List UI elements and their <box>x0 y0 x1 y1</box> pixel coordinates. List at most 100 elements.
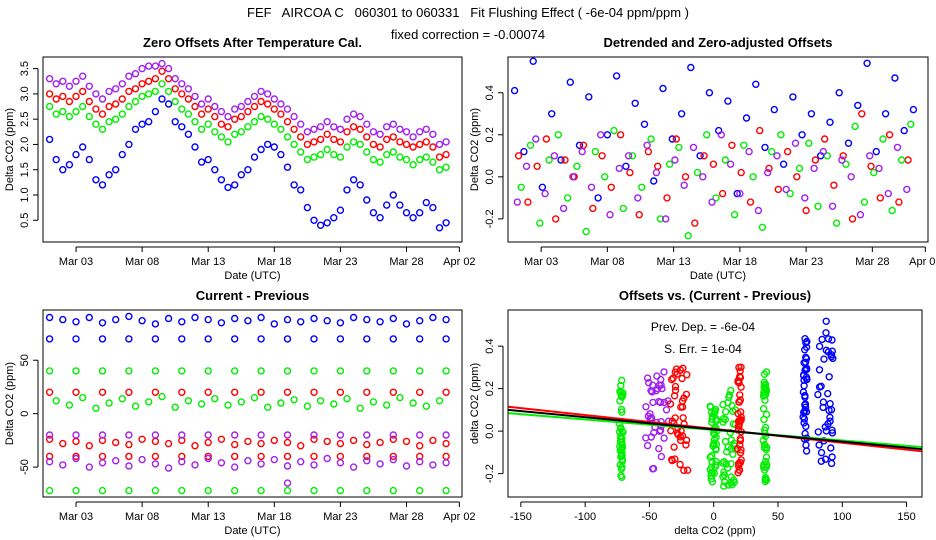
data-point-red-mid <box>442 439 450 448</box>
data-point-red <box>736 391 744 399</box>
data-point-red <box>682 441 690 449</box>
data-point-purple-mid <box>204 454 212 463</box>
chart-p4: Offsets vs. (Current - Previous) -150 -100… <box>469 288 923 537</box>
y-tick-label: 0.0 <box>484 169 496 184</box>
data-point-blue <box>78 143 87 151</box>
data-point-blue <box>204 155 212 164</box>
data-point-red <box>598 152 606 160</box>
x-axis: Mar 03 Mar 08 Mar 13 Mar 18 Mar 23 Mar 28 Apr … <box>59 246 476 282</box>
data-point-blue <box>807 110 816 118</box>
data-point-red <box>191 102 199 111</box>
data-point-red-mid <box>270 436 278 445</box>
data-point-green-upper <box>389 367 397 375</box>
data-point-green-lower <box>310 486 318 495</box>
data-point-purple <box>649 464 658 473</box>
data-point-blue <box>257 145 265 154</box>
data-point-green <box>723 464 732 472</box>
data-point-red <box>802 206 810 215</box>
data-point-blue-upper <box>151 320 160 328</box>
x-tick-label: -100 <box>574 511 596 523</box>
data-point-green <box>720 482 728 490</box>
data-point-green <box>721 437 730 446</box>
data-point-green <box>719 473 727 481</box>
data-point-purple <box>597 131 605 139</box>
data-point-red <box>138 80 146 88</box>
data-point-blue-upper <box>125 312 133 321</box>
data-point-purple <box>422 125 430 134</box>
data-point-blue <box>752 80 760 89</box>
data-point-red-lower <box>310 452 318 461</box>
data-point-green <box>429 158 437 166</box>
x-axis: Mar 03 Mar 08 Mar 13 Mar 18 Mar 23 Mar 28 Apr … <box>59 501 476 537</box>
data-point-purple <box>782 185 790 194</box>
data-point-purple-mid <box>323 454 331 463</box>
data-point-red <box>204 105 212 113</box>
data-point-blue-lower <box>230 335 239 343</box>
chart-title: Current - Previous <box>196 288 309 303</box>
data-point-green <box>389 148 397 156</box>
data-point-red <box>389 133 397 141</box>
data-point-purple-upper <box>283 431 292 439</box>
data-point-blue <box>799 388 808 396</box>
data-point-purple <box>343 115 351 123</box>
data-point-purple <box>541 189 549 198</box>
data-point-red <box>383 135 391 144</box>
data-point-purple-mid <box>416 458 424 466</box>
data-point-green <box>708 458 716 466</box>
data-point-purple <box>158 59 166 68</box>
data-point-red <box>679 414 687 422</box>
data-point-blue <box>817 457 825 465</box>
data-point-blue <box>349 176 358 184</box>
data-point-red <box>676 436 685 445</box>
plot-area <box>507 317 923 490</box>
data-point-purple <box>178 80 186 88</box>
data-point-blue <box>197 158 206 166</box>
data-point-green <box>283 133 292 141</box>
data-point-green-mid <box>184 397 193 405</box>
data-point-purple-upper <box>204 431 212 439</box>
data-point-purple-mid <box>191 461 199 469</box>
data-point-blue <box>820 355 828 363</box>
data-point-blue <box>363 196 371 204</box>
data-point-green <box>164 87 173 96</box>
data-point-red <box>678 374 686 383</box>
data-point-green <box>618 445 626 453</box>
data-point-green <box>727 460 735 468</box>
data-point-blue <box>881 110 890 118</box>
data-point-purple <box>745 147 753 156</box>
data-point-green <box>842 160 850 168</box>
data-point-blue-upper <box>336 319 345 327</box>
data-point-green-mid <box>264 403 272 411</box>
data-point-blue <box>612 72 621 80</box>
data-point-red <box>45 90 54 98</box>
data-point-green-mid <box>383 401 391 409</box>
data-point-purple <box>656 427 664 435</box>
data-point-red <box>561 156 569 164</box>
data-point-red <box>396 138 404 146</box>
data-point-green <box>832 219 841 227</box>
data-point-purple <box>643 374 652 382</box>
data-point-blue <box>383 201 391 209</box>
data-point-red-lower <box>125 452 133 461</box>
data-point-blue <box>800 359 808 367</box>
data-point-green <box>675 143 683 152</box>
data-point-green <box>712 433 720 441</box>
data-point-green-mid <box>105 399 113 407</box>
data-point-green <box>144 90 153 98</box>
x-tick-label: Apr 02 <box>909 256 936 268</box>
y-tick-label: 1.0 <box>19 187 31 202</box>
data-point-blue-upper <box>45 313 54 322</box>
data-point-red-upper <box>125 388 133 396</box>
y-axis-label: delta CO2 (ppm) <box>469 363 481 444</box>
data-point-red <box>336 138 345 146</box>
x-tick-label: Mar 08 <box>590 256 624 268</box>
data-point-green <box>184 110 193 118</box>
data-point-blue <box>409 213 417 222</box>
data-point-purple <box>689 143 698 152</box>
data-point-blue <box>789 93 797 101</box>
data-point-green <box>720 458 728 466</box>
data-point-purple <box>369 128 378 136</box>
